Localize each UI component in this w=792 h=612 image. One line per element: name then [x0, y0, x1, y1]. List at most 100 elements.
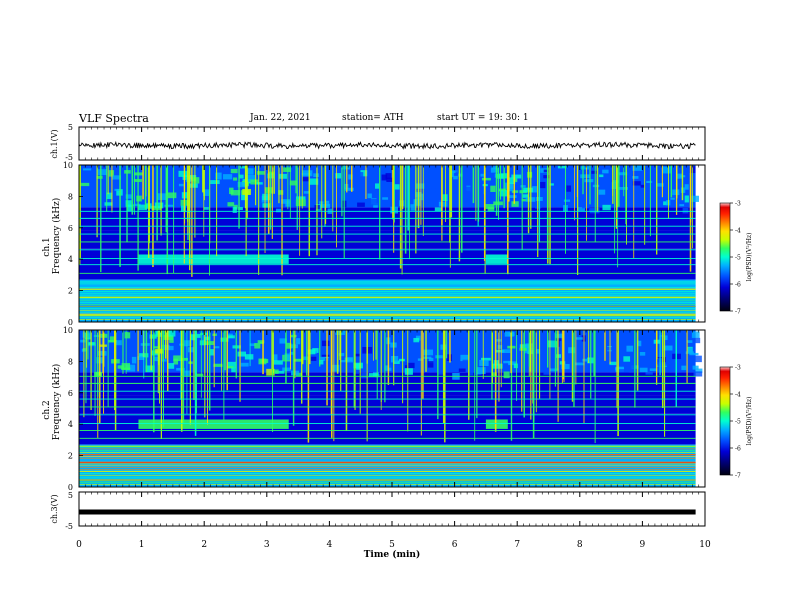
ch1-ytick-label: 10	[63, 161, 73, 170]
ch2-noise-cell	[637, 340, 642, 347]
ch2-noise-cell	[166, 345, 174, 351]
ch1-noise-cell	[232, 207, 237, 213]
ch2-noise-cell	[321, 340, 330, 347]
ch2-noise-cell	[307, 349, 316, 355]
ch1-noise-cell	[632, 181, 641, 186]
ch2-colorbar-tick-label: -7	[735, 473, 741, 480]
ch2-noise-cell	[561, 363, 570, 370]
ch2-noise-cell	[686, 340, 693, 343]
ch2-noise-cell	[145, 365, 155, 373]
ch2-noise-cell	[645, 372, 653, 375]
ch1-noise-cell	[154, 202, 164, 209]
ch1-noise-cell	[210, 180, 220, 185]
ch2-noise-cell	[604, 357, 614, 362]
ch1-noise-cell	[481, 177, 491, 181]
ch2-noise-cell	[476, 367, 486, 374]
ch2-noise-cell	[504, 331, 514, 337]
ch2-noise-cell	[296, 338, 301, 345]
ch1-spectrogram-label: ch.1	[42, 237, 52, 256]
ch1-noise-cell	[125, 200, 132, 207]
ch2-noise-cell	[402, 363, 408, 366]
ch1-noise-cell	[656, 183, 664, 187]
ch2-noise-cell	[543, 371, 552, 375]
ch2-noise-cell	[691, 331, 700, 339]
ch1-noise-cell	[203, 207, 209, 210]
ch1-noise-cell	[180, 205, 186, 212]
ch2-noise-cell	[140, 343, 150, 346]
ch1-noise-cell	[410, 204, 416, 211]
ch2-noise-cell	[428, 357, 434, 364]
ch2-noise-cell	[115, 340, 122, 346]
ch2-noise-cell	[549, 368, 559, 372]
ch1-noise-cell	[314, 178, 324, 182]
ch2-noise-cell	[240, 362, 249, 367]
ch1-noise-cell	[672, 189, 680, 196]
ch1-noise-cell	[313, 173, 319, 178]
ch1-noise-cell	[230, 190, 240, 196]
ch1-noise-cell	[591, 170, 598, 174]
time-tick-label: 10	[699, 540, 711, 550]
ch1-noise-cell	[527, 171, 533, 178]
ch2-noise-cell	[318, 360, 324, 365]
ch1-ytick-bottom: -5	[65, 153, 73, 162]
ch1-noise-cell	[663, 201, 668, 206]
ch2-noise-cell	[361, 372, 369, 379]
ch2-noise-cell	[173, 355, 182, 362]
ch2-noise-cell	[121, 367, 131, 370]
ch1-noise-cell	[247, 168, 254, 175]
ch2-noise-cell	[523, 348, 534, 354]
ch2-noise-cell	[199, 340, 207, 346]
ch1-noise-cell	[532, 186, 537, 193]
ch2-noise-cell	[668, 361, 678, 366]
ch2-noise-cell	[623, 356, 631, 362]
ch2-spectrogram-label: ch.2	[42, 400, 52, 419]
ch1-noise-cell	[164, 204, 174, 207]
ch1-noise-cell	[238, 207, 243, 211]
ch1-colorbar-tick-label: -3	[735, 201, 741, 208]
ch2-noise-cell	[284, 353, 291, 361]
ch3-ytick-bottom: -5	[65, 522, 73, 531]
ch1-noise-cell	[491, 166, 497, 170]
ch1-noise-cell	[684, 195, 689, 203]
ch1-noise-cell	[477, 201, 485, 208]
ch2-noise-cell	[568, 347, 576, 354]
ch2-noise-cell	[295, 372, 303, 377]
ch2-noise-cell	[346, 357, 354, 363]
ch2-noise-cell	[404, 362, 415, 369]
ch1-noise-cell	[485, 204, 495, 210]
ch3-ytick-top: 5	[68, 491, 73, 500]
ch1-noise-cell	[589, 207, 600, 214]
ch1-noise-cell	[394, 184, 400, 190]
ch2-noise-cell	[344, 347, 354, 354]
ch1-noise-cell	[498, 188, 507, 192]
ch2-bg-layer	[79, 395, 696, 414]
ch2-noise-cell	[254, 343, 261, 349]
ch2-noise-cell	[213, 363, 223, 367]
ch1-noise-cell	[348, 174, 353, 180]
ch2-noise-cell	[355, 337, 362, 343]
ch2-colorbar-gradient	[719, 366, 731, 476]
ch2-noise-cell	[293, 358, 303, 362]
station-label: station= ATH	[342, 113, 404, 123]
ch2-noise-cell	[663, 345, 673, 351]
ch2-noise-cell	[131, 356, 137, 364]
ch1-noise-cell	[178, 183, 184, 187]
ch2-noise-cell	[695, 368, 703, 373]
ch2-noise-cell	[279, 338, 287, 344]
ch2-noise-cell	[626, 345, 634, 352]
ch1-noise-cell	[369, 198, 379, 206]
ch2-colorbar-label: log(PSD)(V²/Hz)	[746, 397, 753, 446]
ch2-noise-cell	[575, 337, 583, 340]
ch2-noise-cell	[637, 335, 647, 339]
ch1-noise-cell	[325, 200, 330, 207]
ch1-noise-cell	[563, 199, 571, 202]
ch1-noise-cell	[581, 203, 590, 209]
ch2-ytick-label: 2	[68, 452, 73, 461]
ch1-noise-cell	[511, 201, 519, 207]
ch2-noise-cell	[98, 351, 107, 356]
ch1-noise-cell	[557, 165, 567, 169]
ch2-noise-cell	[435, 355, 443, 359]
ch1-noise-cell	[373, 203, 378, 208]
ch1-noise-cell	[422, 201, 430, 205]
ch1-noise-cell	[579, 166, 590, 170]
